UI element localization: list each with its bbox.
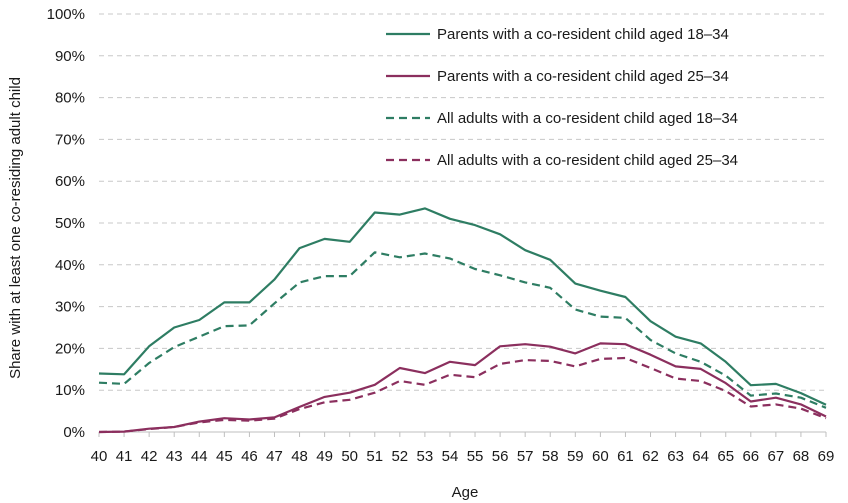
series-line-2 bbox=[98, 342, 827, 434]
x-tick-label: 57 bbox=[517, 448, 534, 465]
x-tick-label: 60 bbox=[592, 448, 609, 465]
x-axis-label: Age bbox=[452, 484, 479, 501]
x-tick-label: 56 bbox=[492, 448, 509, 465]
x-tick-label: 67 bbox=[768, 448, 785, 465]
x-tick-label: 68 bbox=[793, 448, 810, 465]
legend-label: All adults with a co-resident child aged… bbox=[437, 110, 738, 127]
x-tick-label: 64 bbox=[692, 448, 709, 465]
y-tick-label: 10% bbox=[55, 382, 85, 399]
y-tick-label: 0% bbox=[63, 424, 85, 441]
x-tick-label: 63 bbox=[667, 448, 684, 465]
series-line-3 bbox=[98, 251, 827, 409]
x-tick-label: 61 bbox=[617, 448, 634, 465]
y-tick-label: 80% bbox=[55, 90, 85, 107]
x-tick-label: 65 bbox=[717, 448, 734, 465]
x-tick-label: 54 bbox=[442, 448, 459, 465]
x-tick-label: 69 bbox=[818, 448, 835, 465]
x-tick-label: 59 bbox=[567, 448, 584, 465]
x-tick-label: 48 bbox=[291, 448, 308, 465]
series-lines bbox=[98, 207, 827, 434]
x-tick-label: 52 bbox=[391, 448, 408, 465]
x-tick-label: 47 bbox=[266, 448, 283, 465]
x-tick-label: 40 bbox=[91, 448, 108, 465]
y-tick-label: 40% bbox=[55, 257, 85, 274]
x-tick-label: 46 bbox=[241, 448, 258, 465]
y-tick-label: 20% bbox=[55, 340, 85, 357]
legend-label: Parents with a co-resident child aged 25… bbox=[437, 68, 729, 85]
x-tick-label: 53 bbox=[417, 448, 434, 465]
y-tick-label: 60% bbox=[55, 173, 85, 190]
x-tick-label: 62 bbox=[642, 448, 659, 465]
x-tick-label: 41 bbox=[116, 448, 133, 465]
x-tick-label: 45 bbox=[216, 448, 233, 465]
x-tick-label: 58 bbox=[542, 448, 559, 465]
y-tick-label: 70% bbox=[55, 131, 85, 148]
legend: Parents with a co-resident child aged 18… bbox=[386, 26, 738, 169]
series-line-1 bbox=[98, 207, 827, 406]
y-tick-label: 30% bbox=[55, 299, 85, 316]
y-axis-ticks: 0% 10% 20% 30% 40% 50% 60% 70% 80% 90% 100% bbox=[47, 6, 85, 441]
legend-label: All adults with a co-resident child aged… bbox=[437, 152, 738, 169]
series-line-4 bbox=[98, 356, 827, 434]
x-tick-label: 43 bbox=[166, 448, 183, 465]
x-axis-ticks: 40 41 42 43 44 45 46 47 48 49 50 51 52 53 54 55 56 57 58 59… bbox=[91, 432, 835, 465]
x-tick-label: 44 bbox=[191, 448, 208, 465]
x-tick-label: 50 bbox=[341, 448, 358, 465]
x-tick-label: 42 bbox=[141, 448, 158, 465]
x-tick-label: 49 bbox=[316, 448, 333, 465]
x-tick-label: 55 bbox=[467, 448, 484, 465]
y-tick-label: 90% bbox=[55, 48, 85, 65]
y-tick-label: 50% bbox=[55, 215, 85, 232]
legend-label: Parents with a co-resident child aged 18… bbox=[437, 26, 729, 43]
x-tick-label: 66 bbox=[742, 448, 759, 465]
x-tick-label: 51 bbox=[366, 448, 383, 465]
y-axis-label: Share with at least one co-residing adul… bbox=[7, 77, 24, 379]
y-tick-label: 100% bbox=[47, 6, 85, 23]
